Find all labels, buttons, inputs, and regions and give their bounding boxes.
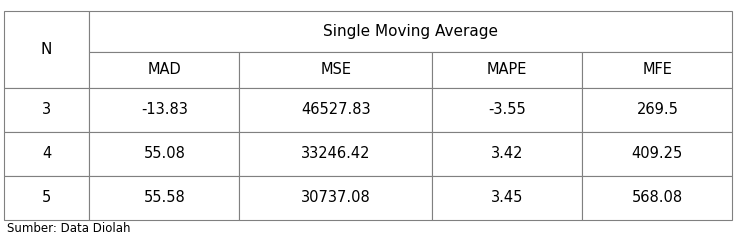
Bar <box>432 88 582 132</box>
Bar <box>4 11 89 88</box>
Text: 3.42: 3.42 <box>491 146 523 161</box>
Text: 5: 5 <box>42 190 52 205</box>
Text: 4: 4 <box>42 146 52 161</box>
Bar <box>239 52 432 88</box>
Text: -13.83: -13.83 <box>141 102 188 118</box>
Text: 30737.08: 30737.08 <box>301 190 371 205</box>
Bar <box>239 132 432 176</box>
Text: Sumber: Data Diolah: Sumber: Data Diolah <box>7 222 131 235</box>
Text: MAPE: MAPE <box>487 62 528 77</box>
Bar <box>4 132 89 176</box>
Text: MAD: MAD <box>147 62 181 77</box>
Bar <box>432 176 582 220</box>
Text: 3: 3 <box>42 102 51 118</box>
Bar <box>89 176 239 220</box>
Text: 46527.83: 46527.83 <box>301 102 371 118</box>
Bar <box>582 52 732 88</box>
Text: 55.58: 55.58 <box>144 190 185 205</box>
Bar <box>89 52 239 88</box>
Bar <box>582 88 732 132</box>
Text: MFE: MFE <box>643 62 672 77</box>
Text: 568.08: 568.08 <box>631 190 683 205</box>
Bar <box>89 88 239 132</box>
Bar <box>4 176 89 220</box>
Text: 33246.42: 33246.42 <box>301 146 371 161</box>
Bar <box>89 132 239 176</box>
Text: 55.08: 55.08 <box>144 146 185 161</box>
Text: Single Moving Average: Single Moving Average <box>323 24 498 39</box>
Text: 409.25: 409.25 <box>631 146 683 161</box>
Text: -3.55: -3.55 <box>489 102 526 118</box>
Bar <box>239 88 432 132</box>
Text: 3.45: 3.45 <box>491 190 523 205</box>
Text: 269.5: 269.5 <box>637 102 679 118</box>
Bar <box>432 52 582 88</box>
Bar <box>432 132 582 176</box>
Bar <box>239 176 432 220</box>
Bar <box>4 88 89 132</box>
Text: N: N <box>41 42 52 57</box>
Bar <box>89 11 732 52</box>
Text: MSE: MSE <box>320 62 351 77</box>
Bar <box>582 176 732 220</box>
Bar <box>582 132 732 176</box>
